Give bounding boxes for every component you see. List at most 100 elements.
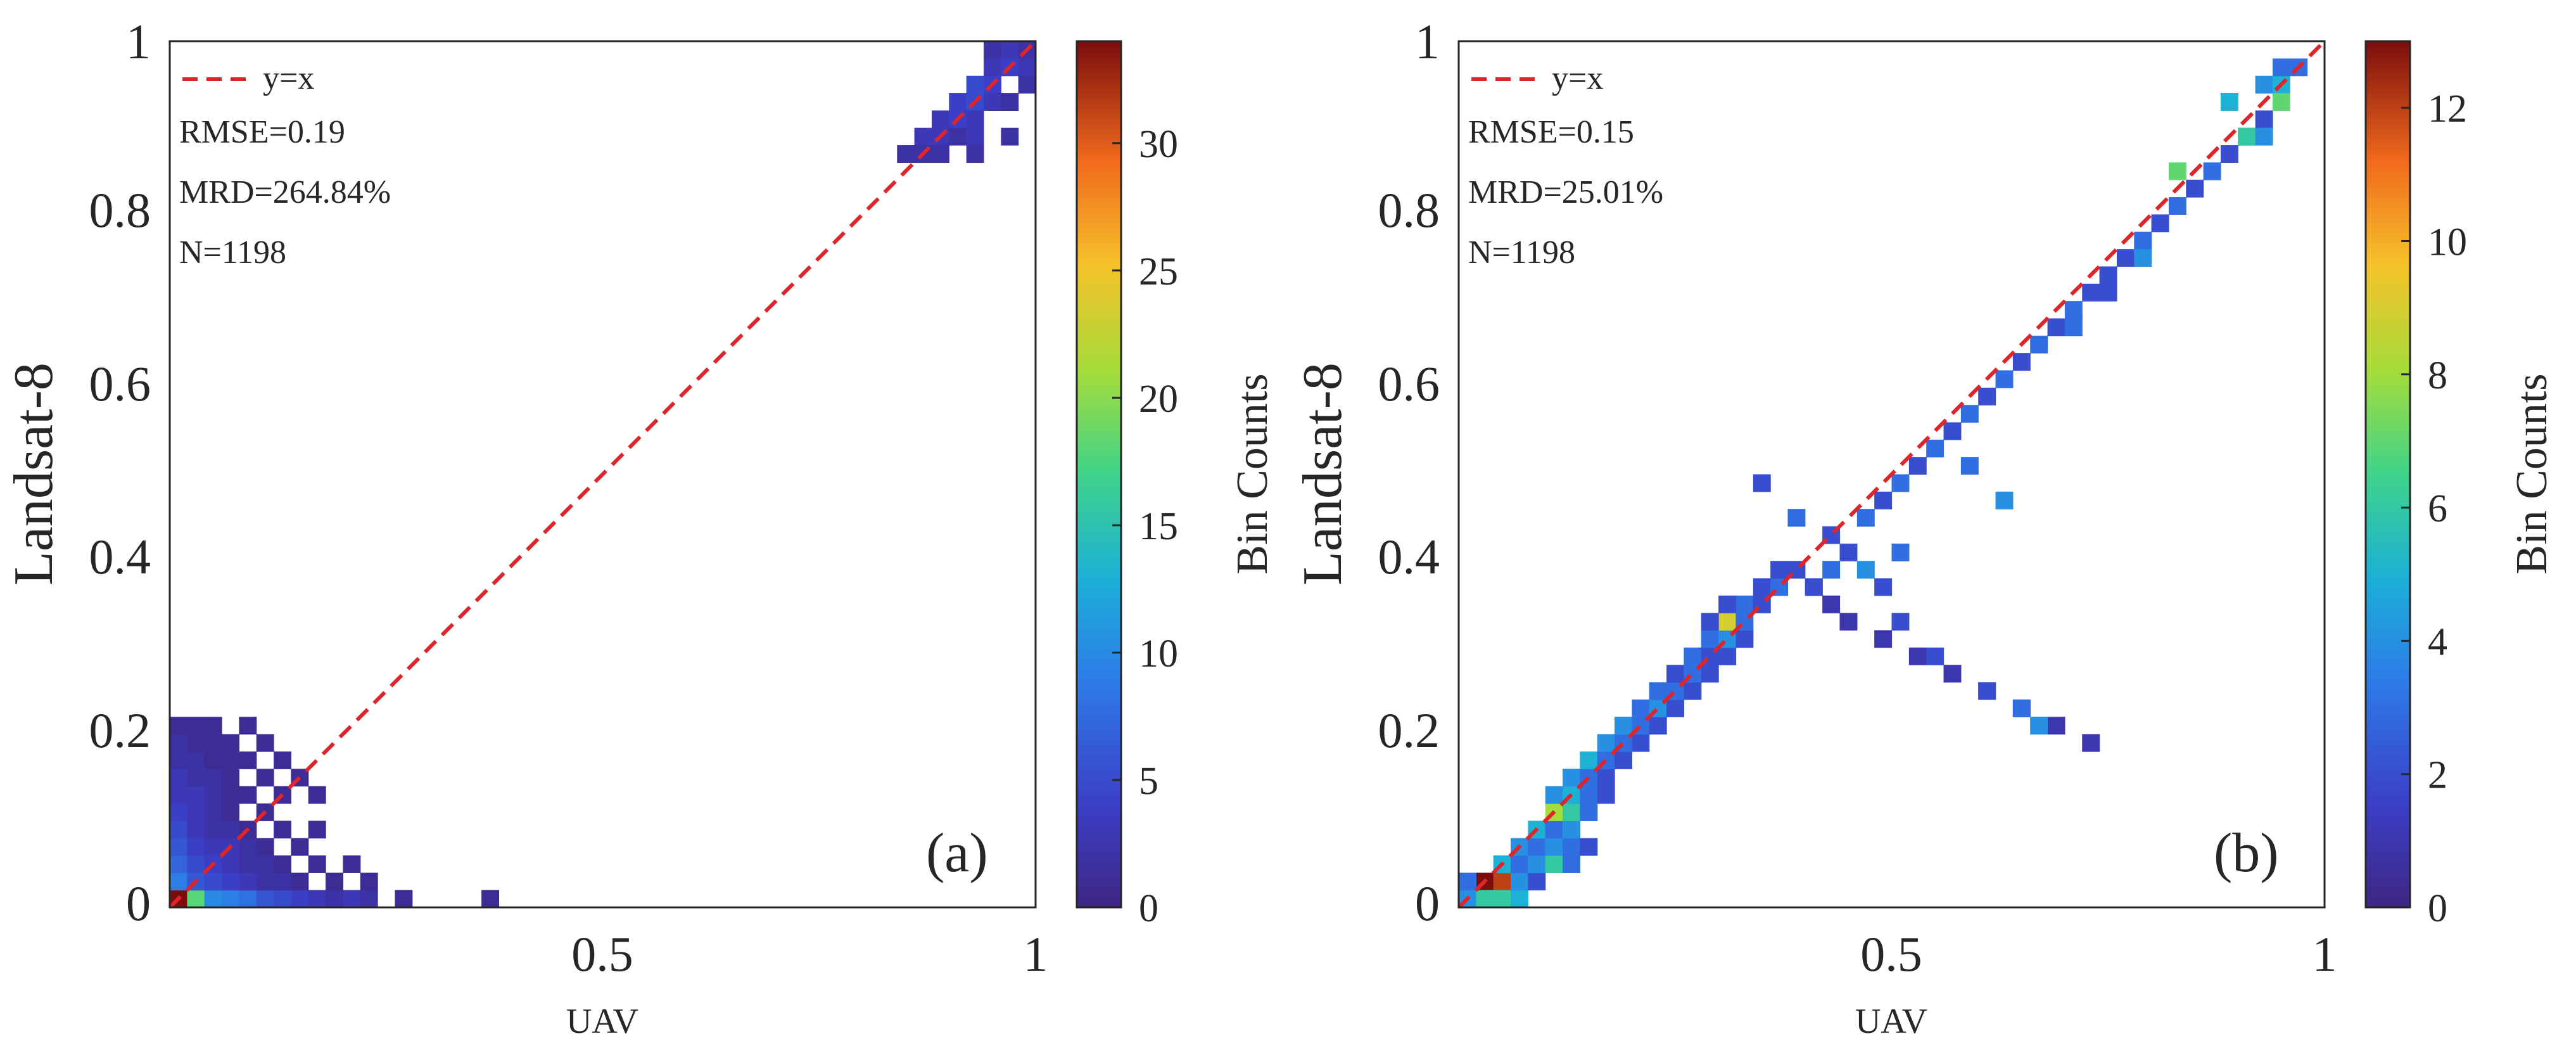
panel-b-bin-28 bbox=[1597, 786, 1615, 804]
panel-a-bin-77 bbox=[187, 717, 205, 735]
panel-b-colorbar-tick-3: 6 bbox=[2428, 487, 2447, 530]
panel-a-bin-91 bbox=[966, 127, 984, 146]
panel-a-bin-48 bbox=[187, 803, 205, 821]
panel-b-colorbar-label: Bin Counts bbox=[2508, 373, 2556, 574]
panel-b-bin-34 bbox=[1615, 751, 1632, 769]
panel-b-bin-46 bbox=[1684, 682, 1702, 700]
panel-b-bin-62 bbox=[1753, 578, 1771, 596]
panel-a-bin-52 bbox=[170, 786, 187, 804]
panel-b-bin-127 bbox=[1753, 474, 1771, 492]
panel-b-bin-61 bbox=[1718, 595, 1737, 613]
panel-a-bin-9 bbox=[326, 890, 343, 908]
panel-b-y-ticks: 0 0.2 0.4 0.6 0.8 1 bbox=[1378, 14, 1440, 931]
panel-a-bin-98 bbox=[931, 145, 949, 163]
panel-a-bin-50 bbox=[222, 803, 239, 821]
panel-b-bin-91 bbox=[2099, 266, 2117, 285]
panel-a-bin-68 bbox=[222, 751, 239, 769]
panel-b-bin-13 bbox=[1563, 855, 1580, 873]
panel-b-bin-5 bbox=[1511, 890, 1528, 908]
panel-a-bin-4 bbox=[239, 890, 257, 908]
panel-b-bin-23 bbox=[1563, 803, 1580, 821]
panel-a-bin-35 bbox=[204, 838, 222, 856]
panel-a-bin-2 bbox=[204, 890, 222, 908]
panel-a-bin-63 bbox=[256, 769, 274, 787]
panel-b-ylabel: Landsat-8 bbox=[1292, 362, 1354, 585]
panel-b-ytick-0: 0 bbox=[1415, 876, 1440, 931]
panel-b-bin-123 bbox=[1891, 613, 1910, 631]
panel-b-bin-53 bbox=[1701, 630, 1719, 648]
panel-a-bin-59 bbox=[170, 769, 187, 787]
panel-b-bin-88 bbox=[2047, 318, 2065, 336]
panel-b-bin-1 bbox=[1493, 873, 1511, 891]
panel-a-colorbar: 0 5 10 15 20 25 30 Bin Counts bbox=[1075, 40, 1277, 930]
panel-a-bin-37 bbox=[239, 838, 257, 856]
panel-b-bin-15 bbox=[1528, 838, 1546, 856]
panel-b-bin-110 bbox=[2134, 249, 2152, 267]
panel-b-bin-86 bbox=[2012, 353, 2031, 371]
panel-a: y=x RMSE=0.19 MRD=264.84% N=1198 (a) 0 0… bbox=[3, 14, 1277, 1041]
panel-a-bin-13 bbox=[481, 890, 500, 908]
panel-b-colorbar-tick-0: 0 bbox=[2428, 887, 2447, 930]
panel-b-x-ticks: 0.5 1 bbox=[1860, 926, 2337, 982]
panel-a-bin-80 bbox=[966, 75, 984, 94]
panel-b-bin-12 bbox=[1545, 855, 1563, 873]
panel-b-xtick-1: 1 bbox=[2313, 926, 2337, 982]
panel-a-colorbar-tick-6: 30 bbox=[1139, 123, 1178, 166]
panel-a-bin-47 bbox=[170, 803, 187, 821]
panel-b-bin-68 bbox=[1839, 613, 1858, 631]
panel-a-bin-61 bbox=[204, 769, 222, 787]
panel-a-bin-88 bbox=[914, 127, 932, 146]
panel-a-bin-7 bbox=[291, 890, 309, 908]
panel-a-bin-17 bbox=[222, 873, 239, 891]
panel-a-x-ticks: 0.5 1 bbox=[571, 926, 1048, 982]
panel-b-bin-37 bbox=[1632, 734, 1650, 752]
panel-a-bin-28 bbox=[239, 855, 257, 873]
panel-a-axes-box bbox=[168, 40, 1037, 909]
panel-a-bin-42 bbox=[204, 821, 222, 839]
panel-b-bin-114 bbox=[1960, 457, 1979, 475]
panel-b-cells bbox=[1459, 58, 2308, 908]
panel-a-bin-49 bbox=[204, 803, 222, 821]
panel-a-bin-53 bbox=[187, 786, 205, 804]
panel-a-colorbar-ticks: 0 5 10 15 20 25 30 bbox=[1112, 123, 1178, 930]
panel-a-cells bbox=[170, 41, 1036, 908]
panel-b-bin-107 bbox=[2272, 93, 2290, 111]
panel-a-ytick-1: 0.2 bbox=[89, 703, 151, 758]
panel-b-colorbar-tick-2: 4 bbox=[2428, 620, 2447, 663]
panel-a-bin-73 bbox=[204, 734, 222, 752]
panel-b-bin-81 bbox=[1926, 439, 1945, 457]
panel-b-bin-4 bbox=[1493, 890, 1511, 908]
panel-a-bin-33 bbox=[170, 838, 187, 856]
panel-b-bin-47 bbox=[1666, 665, 1685, 683]
panel-a-bin-40 bbox=[170, 821, 187, 839]
panel-b-bin-105 bbox=[2272, 58, 2290, 77]
panel-a-bin-93 bbox=[983, 58, 1001, 77]
panel-a-bin-29 bbox=[256, 855, 274, 873]
panel-a-colorbar-tick-3: 15 bbox=[1139, 505, 1178, 548]
panel-a-bin-38 bbox=[256, 838, 274, 856]
panel-b-bin-7 bbox=[1511, 873, 1528, 891]
panel-b-colorbar-ticks: 0 2 4 6 8 10 12 bbox=[2401, 87, 2467, 930]
panel-a-bin-56 bbox=[239, 786, 257, 804]
panel-a-bin-85 bbox=[931, 110, 949, 129]
panel-a-colorbar-tick-1: 5 bbox=[1139, 760, 1158, 803]
panel-b-stat-n: N=1198 bbox=[1468, 234, 1575, 271]
panel-a-bin-62 bbox=[222, 769, 239, 787]
panel-a-bin-41 bbox=[187, 821, 205, 839]
panel-b-ytick-4: 0.8 bbox=[1378, 182, 1440, 238]
panel-b-bin-44 bbox=[1649, 682, 1667, 700]
panel-a-ytick-2: 0.4 bbox=[89, 529, 151, 584]
panel-a-bin-84 bbox=[983, 93, 1001, 111]
panel-a-ytick-0: 0 bbox=[126, 876, 151, 931]
panel-b-bin-97 bbox=[2203, 162, 2221, 181]
panel-a-bin-16 bbox=[204, 873, 222, 891]
panel-a-bin-27 bbox=[222, 855, 239, 873]
panel-b-bin-49 bbox=[1701, 665, 1719, 683]
panel-a-colorbar-tick-5: 25 bbox=[1139, 250, 1178, 293]
panel-a-bin-82 bbox=[949, 93, 967, 111]
panel-b-bin-64 bbox=[1770, 561, 1789, 579]
panel-a-bin-21 bbox=[291, 873, 309, 891]
panel-a-bin-70 bbox=[274, 751, 291, 769]
panel-b-bin-79 bbox=[1891, 474, 1910, 492]
